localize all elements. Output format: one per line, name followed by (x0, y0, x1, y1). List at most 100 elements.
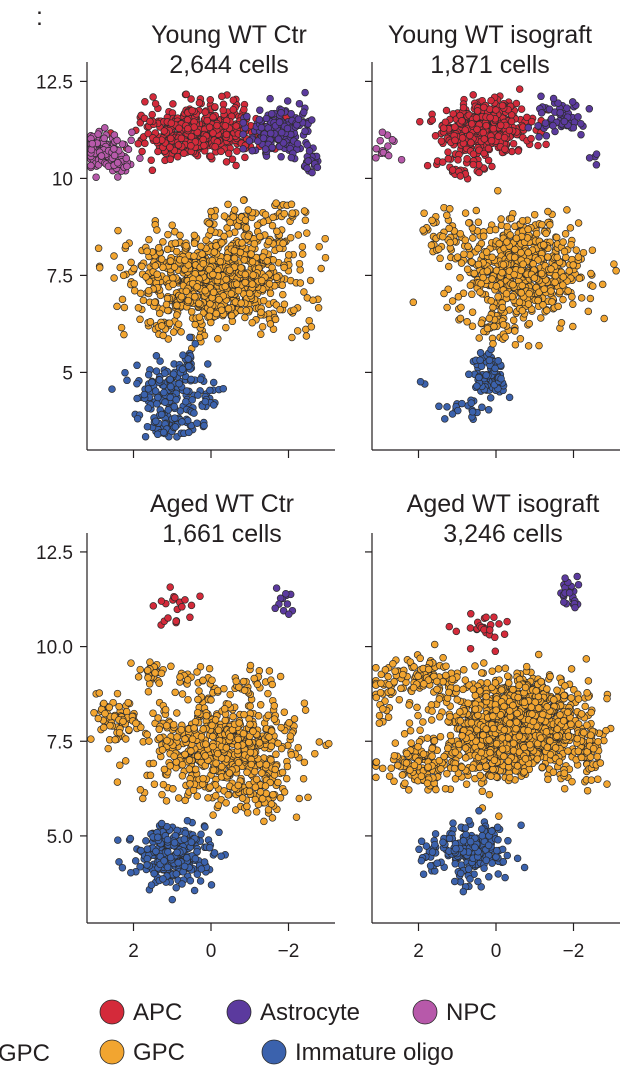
scatter-point (122, 241, 130, 250)
scatter-point (229, 96, 238, 104)
scatter-point (195, 313, 204, 321)
scatter-point (210, 248, 219, 256)
scatter-point (239, 677, 248, 686)
scatter-point (123, 162, 131, 171)
scatter-point (267, 756, 275, 764)
scatter-point (124, 698, 132, 707)
scatter-point (534, 141, 542, 150)
scatter-point (423, 161, 432, 170)
scatter-point (154, 833, 162, 842)
scatter-point (110, 151, 119, 160)
scatter-point (568, 293, 576, 301)
scatter-point (220, 232, 228, 241)
scatter-point (277, 744, 286, 753)
scatter-point (585, 105, 594, 113)
scatter-point (143, 861, 151, 869)
scatter-point (537, 269, 546, 278)
scatter-point (99, 723, 108, 732)
scatter-point (277, 723, 285, 732)
scatter-point (476, 288, 484, 296)
scatter-point (456, 314, 465, 323)
scatter-point (301, 706, 310, 714)
scatter-point (448, 410, 457, 418)
scatter-point (248, 280, 256, 288)
scatter-point (195, 99, 204, 107)
scatter-point (178, 365, 187, 373)
scatter-point (174, 141, 183, 149)
scatter-point (169, 274, 177, 282)
scatter-point (173, 301, 181, 310)
scatter-point (238, 239, 246, 247)
scatter-point (266, 320, 275, 328)
scatter-point (215, 295, 223, 304)
scatter-point (133, 394, 141, 403)
scatter-point (286, 233, 295, 242)
scatter-point (266, 129, 275, 138)
scatter-point (454, 156, 462, 164)
scatter-point (443, 403, 451, 411)
scatter-point (524, 248, 532, 257)
scatter-point (94, 714, 103, 723)
scatter-point (274, 135, 283, 143)
scatter-point (113, 159, 122, 167)
scatter-point (479, 232, 488, 241)
scatter-point (148, 110, 156, 119)
scatter-point (171, 423, 180, 431)
scatter-point (162, 300, 171, 309)
scatter-point (105, 703, 114, 712)
scatter-point (248, 258, 257, 266)
scatter-point (265, 733, 273, 741)
scatter-point (101, 709, 109, 718)
scatter-point (118, 295, 127, 304)
scatter-point (509, 280, 517, 289)
scatter-point (288, 333, 296, 342)
scatter-point (235, 719, 243, 727)
scatter-point (242, 306, 250, 315)
scatter-point (173, 848, 181, 857)
scatter-point (446, 205, 454, 213)
scatter-point (205, 312, 214, 321)
scatter-point (486, 113, 494, 122)
scatter-point (166, 382, 175, 391)
scatter-point (209, 766, 218, 774)
scatter-point (468, 258, 476, 266)
scatter-point (548, 298, 556, 306)
scatter-point (151, 298, 159, 307)
scatter-point (185, 428, 193, 437)
scatter-point (141, 98, 149, 106)
scatter-point (482, 121, 490, 130)
scatter-point (276, 305, 284, 314)
scatter-point (125, 726, 133, 734)
scatter-point (482, 248, 491, 256)
scatter-point (214, 726, 223, 734)
scatter-point (94, 130, 102, 138)
scatter-point (309, 296, 317, 304)
scatter-point (264, 689, 272, 698)
scatter-point (254, 712, 263, 720)
scatter-point (225, 266, 234, 274)
scatter-point (501, 145, 509, 153)
scatter-point (141, 139, 149, 148)
scatter-point (321, 234, 329, 243)
scatter-point (546, 221, 554, 229)
scatter-point (517, 105, 526, 113)
scatter-point (181, 596, 189, 604)
scatter-point (181, 256, 189, 264)
scatter-point (577, 119, 585, 128)
scatter-point (517, 289, 526, 297)
scatter-point (166, 375, 174, 384)
scatter-point (295, 259, 304, 268)
scatter-point (559, 238, 567, 246)
scatter-point (463, 265, 472, 274)
scatter-point (170, 752, 178, 760)
panel-title: Young WT isograft (388, 21, 592, 49)
scatter-point (574, 113, 582, 121)
scatter-point (184, 362, 193, 370)
scatter-point (146, 117, 154, 126)
scatter-point (166, 762, 174, 770)
scatter-point (171, 414, 179, 422)
scatter-point (113, 136, 121, 145)
scatter-point (212, 791, 220, 800)
scatter-point (187, 375, 195, 384)
scatter-point (485, 314, 494, 323)
